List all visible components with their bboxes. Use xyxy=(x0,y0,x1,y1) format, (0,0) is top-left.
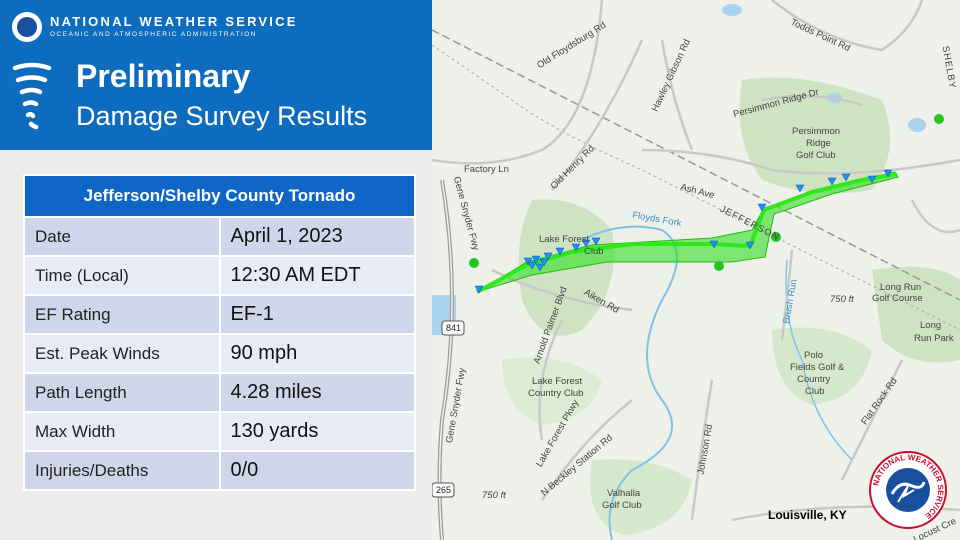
nws-logo-icon: NATIONAL WEATHER SERVICE xyxy=(869,451,947,529)
title-line2: Damage Survey Results xyxy=(76,101,368,131)
damage-points xyxy=(474,169,893,294)
noaa-logo-icon xyxy=(12,12,42,42)
table-row: Path Length 4.28 miles xyxy=(23,372,416,413)
map-label: Golf Club xyxy=(796,150,836,161)
row-value: 12:30 AM EDT xyxy=(218,255,416,296)
header-banner: NATIONAL WEATHER SERVICE OCEANIC AND ATM… xyxy=(0,0,432,150)
map-label: Long xyxy=(920,320,942,331)
map-label: Ridge xyxy=(806,138,831,149)
table-row: EF Rating EF-1 xyxy=(23,294,416,335)
row-value: 90 mph xyxy=(218,333,416,374)
office-location: Louisville, KY xyxy=(768,508,847,522)
row-label: EF Rating xyxy=(23,294,221,335)
survey-points xyxy=(469,114,944,271)
table-row: Est. Peak Winds 90 mph xyxy=(23,333,416,374)
map-label: Lake Forest xyxy=(532,376,583,387)
row-label: Injuries/Deaths xyxy=(23,450,221,491)
map-label: Fields Golf & xyxy=(790,362,845,373)
route-shield-label: 265 xyxy=(436,485,452,495)
track-centerline xyxy=(476,172,897,294)
map-label: 750 ft xyxy=(830,294,854,305)
tornado-icon xyxy=(12,62,52,130)
map-label: Country Club xyxy=(528,388,584,399)
map-label: Polo xyxy=(804,350,824,361)
map-label: Club xyxy=(805,386,825,397)
table-row: Time (Local) 12:30 AM EDT xyxy=(23,255,416,296)
row-value: April 1, 2023 xyxy=(218,216,416,257)
route-shield-label: 841 xyxy=(446,323,462,333)
map-canvas xyxy=(432,0,960,540)
row-value: 4.28 miles xyxy=(218,372,416,413)
map-label: Factory Ln xyxy=(464,164,509,175)
map-label: 750 ft xyxy=(482,490,506,501)
subagency-name: OCEANIC AND ATMOSPHERIC ADMINISTRATION xyxy=(50,31,257,38)
row-label: Time (Local) xyxy=(23,255,221,296)
survey-table: Jefferson/Shelby County Tornado Date Apri… xyxy=(23,174,416,491)
row-value: 0/0 xyxy=(218,450,416,491)
map-label: Club xyxy=(584,246,604,257)
row-label: Max Width xyxy=(23,411,221,452)
map-label: Run Park xyxy=(914,333,954,344)
title-line1: Preliminary xyxy=(76,58,251,94)
table-title: Jefferson/Shelby County Tornado xyxy=(23,174,416,218)
tornado-track-map[interactable]: Old Floydsburg Rd Hawley Gibson Rd Todds… xyxy=(432,0,960,540)
map-label: Golf Club xyxy=(602,500,642,511)
map-label: Persimmon xyxy=(792,126,841,137)
table-row: Date April 1, 2023 xyxy=(23,216,416,257)
map-label: Valhalla xyxy=(607,488,641,499)
agency-name: NATIONAL WEATHER SERVICE xyxy=(50,14,298,29)
table-row: Injuries/Deaths 0/0 xyxy=(23,450,416,491)
row-label: Path Length xyxy=(23,372,221,413)
map-label: Lake Forest xyxy=(539,234,590,245)
row-label: Est. Peak Winds xyxy=(23,333,221,374)
row-value: 130 yards xyxy=(218,411,416,452)
map-label: Golf Course xyxy=(872,293,923,304)
row-value: EF-1 xyxy=(218,294,416,335)
damage-path-area xyxy=(476,171,899,293)
map-label: Country xyxy=(797,374,831,385)
map-label: Long Run xyxy=(880,282,922,293)
info-panel: NATIONAL WEATHER SERVICE OCEANIC AND ATM… xyxy=(0,0,432,540)
table-row: Max Width 130 yards xyxy=(23,411,416,452)
row-label: Date xyxy=(23,216,221,257)
